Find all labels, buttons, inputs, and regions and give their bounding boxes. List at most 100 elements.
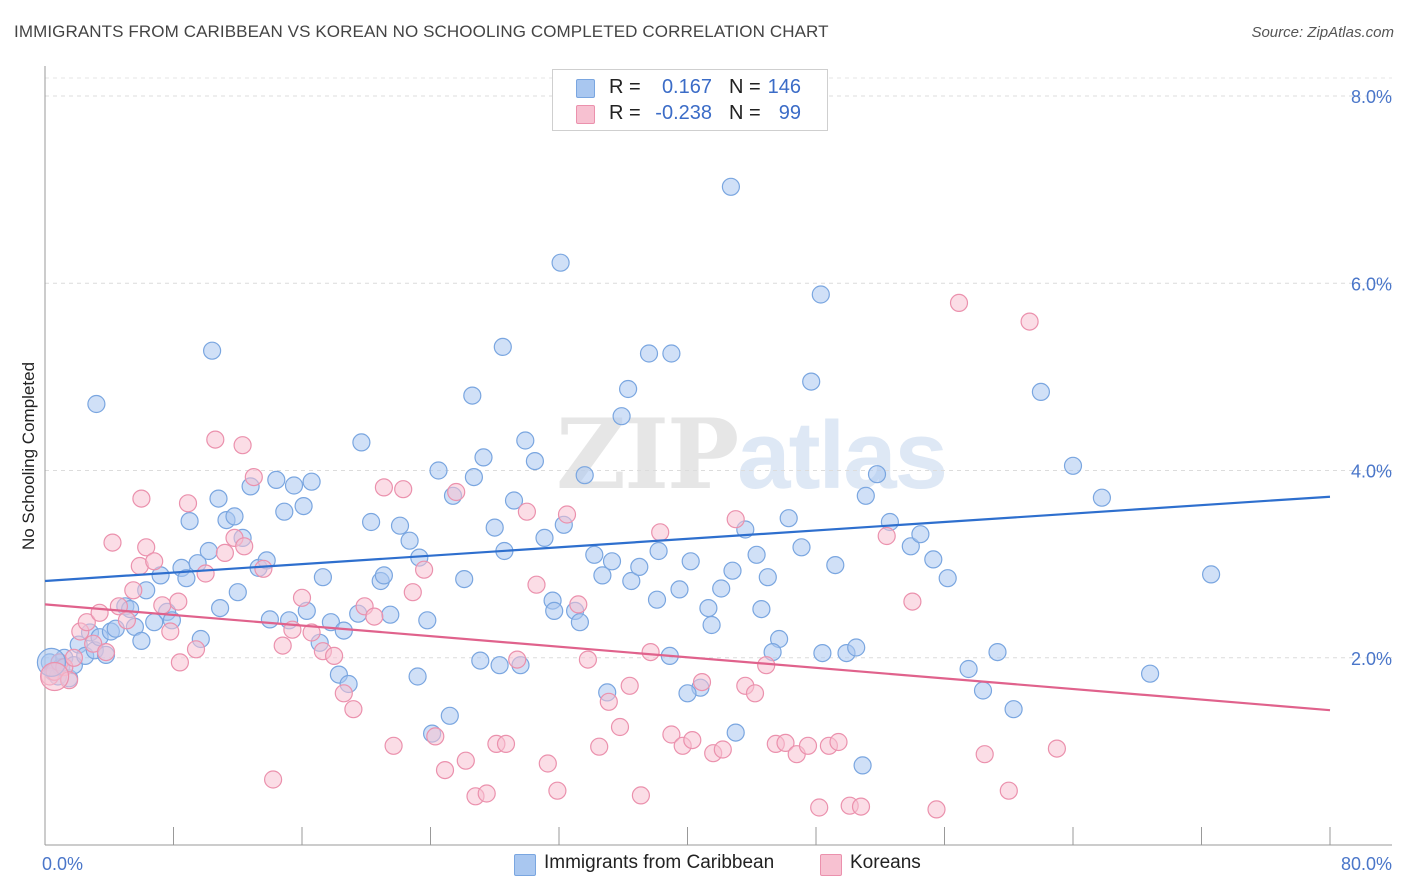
caribbean-point <box>463 386 482 405</box>
caribbean-point <box>177 569 196 588</box>
caribbean-point <box>180 511 199 531</box>
korean-point <box>365 607 384 626</box>
korean-point <box>132 489 151 508</box>
korean-point <box>96 642 116 662</box>
caribbean-point <box>471 651 490 670</box>
korean-point <box>620 676 639 695</box>
korean-point <box>90 603 109 622</box>
korean-point <box>538 754 557 773</box>
legend-n-value: 99 <box>778 102 801 124</box>
korean-point <box>496 734 516 754</box>
caribbean-point <box>570 613 590 632</box>
caribbean-point <box>826 555 845 575</box>
korean-point <box>651 523 670 542</box>
caribbean-point <box>856 486 875 505</box>
korean-point <box>548 781 567 800</box>
caribbean-point <box>647 590 667 609</box>
caribbean-point <box>602 552 622 571</box>
trend-lines <box>44 495 1331 712</box>
korean-point <box>334 684 353 703</box>
korean-point <box>662 725 681 744</box>
korean-point <box>344 700 363 719</box>
caribbean-point <box>390 516 410 535</box>
korean-point <box>117 611 137 630</box>
caribbean-point <box>525 452 545 471</box>
caribbean-point <box>490 656 509 675</box>
caribbean-point <box>867 465 887 484</box>
y-tick-label: 6.0% <box>1351 274 1392 294</box>
korean-point <box>374 478 393 497</box>
korean-point <box>1020 312 1039 331</box>
caribbean-point <box>275 502 294 521</box>
korean-point <box>599 692 618 711</box>
korean-point <box>578 650 598 669</box>
x-tick-label-max: 80.0% <box>1341 854 1392 874</box>
korean-point <box>527 575 546 594</box>
caribbean-point <box>294 497 313 516</box>
data-points <box>36 177 1221 819</box>
grid-lines <box>45 77 1392 659</box>
caribbean-point <box>302 472 321 491</box>
korean-point <box>103 533 122 552</box>
caribbean-point <box>802 372 821 391</box>
caribbean-point <box>1031 382 1051 401</box>
korean-point <box>435 760 455 780</box>
korean-point <box>745 684 765 703</box>
caribbean-point <box>1201 565 1221 584</box>
korean-point <box>206 430 225 449</box>
korean-point <box>137 538 156 557</box>
caribbean-point <box>260 610 279 629</box>
korean-point <box>394 480 413 499</box>
korean-point <box>508 650 527 669</box>
caribbean-point <box>747 545 766 564</box>
korean-point <box>569 595 588 614</box>
korean-point <box>610 717 630 737</box>
korean-point <box>124 581 143 600</box>
caribbean-point <box>440 706 459 725</box>
korean-point <box>302 623 321 642</box>
caribbean-point <box>211 598 230 618</box>
caribbean-point <box>959 659 978 679</box>
caribbean-point <box>408 667 427 686</box>
korean-point <box>776 733 795 753</box>
caribbean-point <box>132 631 151 651</box>
caribbean-point <box>418 611 437 630</box>
caribbean-point <box>712 579 731 598</box>
korean-point <box>215 543 234 563</box>
legend-swatch-koreans <box>576 105 595 124</box>
caribbean-point <box>779 509 798 528</box>
caribbean-point <box>455 569 474 589</box>
legend-r-label: R = <box>609 76 641 98</box>
bottom-legend-label-caribbean: Immigrants from Caribbean <box>544 852 775 873</box>
korean-point <box>64 648 84 667</box>
caribbean-point <box>209 489 228 508</box>
korean-point <box>169 592 188 611</box>
caribbean-point <box>284 476 304 495</box>
korean-point <box>292 588 312 607</box>
korean-point <box>178 494 198 513</box>
caribbean-point <box>493 337 512 356</box>
korean-trend-line <box>44 603 1331 712</box>
caribbean-point <box>630 557 649 577</box>
caribbean-point <box>901 537 920 556</box>
legend-row-caribbean: R = 0.167 N = 146 <box>553 75 827 101</box>
caribbean-trend-line <box>44 495 1331 583</box>
caribbean-point <box>228 583 247 602</box>
korean-point <box>84 634 103 653</box>
caribbean-point <box>313 568 332 587</box>
chart-title: IMMIGRANTS FROM CARIBBEAN VS KOREAN NO S… <box>14 22 829 41</box>
caribbean-point <box>545 601 564 621</box>
korean-point <box>384 736 403 755</box>
caribbean-point <box>374 566 393 585</box>
bottom-legend: Immigrants from Caribbean Koreans <box>0 852 1406 878</box>
legend-n-value: 146 <box>767 76 801 98</box>
caribbean-point <box>662 344 681 363</box>
legend-r-label: R = <box>609 102 641 124</box>
caribbean-point <box>429 461 448 480</box>
korean-point <box>810 798 829 817</box>
bottom-legend-swatch-koreans <box>820 854 842 876</box>
y-axis-label: No Schooling Completed <box>19 362 38 550</box>
korean-point <box>244 468 263 487</box>
korean-point <box>196 564 215 583</box>
